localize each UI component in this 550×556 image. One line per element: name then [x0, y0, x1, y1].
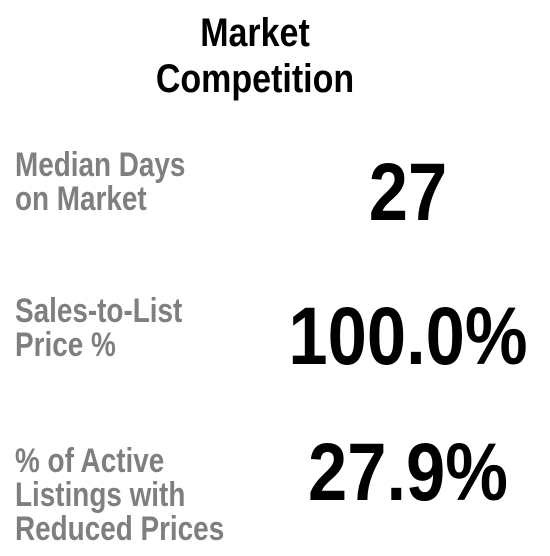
title-line: Market	[200, 11, 310, 55]
metric-label-line: Price %	[15, 326, 116, 364]
metric-value: 27	[368, 147, 448, 238]
metric-label: % of Active Listings with Reduced Prices	[15, 444, 228, 546]
title: Market Competition	[0, 10, 510, 102]
metric-label: Median Days on Market	[15, 148, 228, 216]
metric-label-line: Sales-to-List	[15, 292, 183, 330]
metric-label-line: Median Days	[15, 146, 186, 184]
metric-label-line: on Market	[15, 180, 147, 218]
title-line: Competition	[155, 57, 355, 101]
metric-value: 27.9%	[308, 427, 508, 518]
metric-label-line: Reduced Prices	[15, 510, 225, 548]
metric-label-line: Listings with	[15, 476, 186, 514]
metric-label: Sales-to-List Price %	[15, 294, 228, 362]
metric-label-line: % of Active	[15, 442, 165, 480]
metric-value: 100.0%	[288, 291, 528, 382]
